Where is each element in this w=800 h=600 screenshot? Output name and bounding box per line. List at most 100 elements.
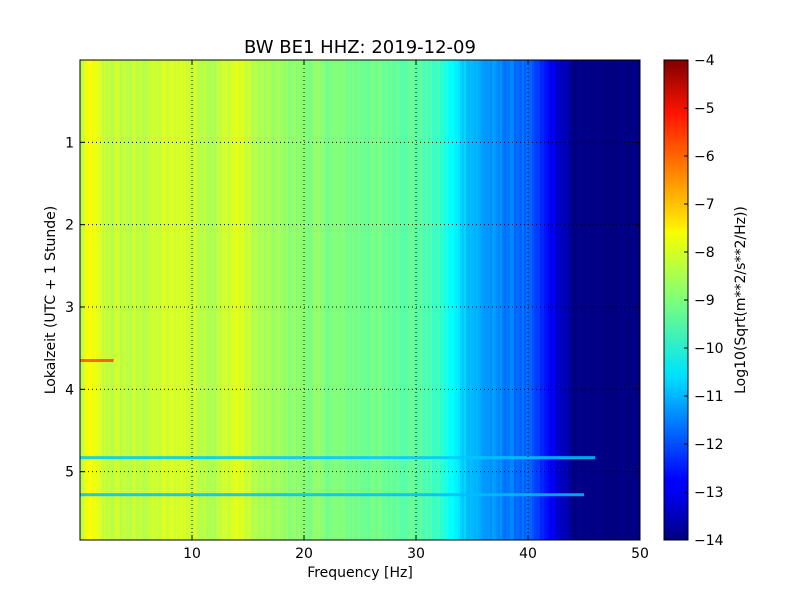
heatmap-column (344, 60, 347, 540)
heatmap-column (546, 60, 549, 540)
heatmap-column (528, 60, 531, 540)
heatmap-column (252, 60, 255, 540)
heatmap-column (408, 60, 411, 540)
heatmap-column (622, 60, 625, 540)
heatmap-column (448, 60, 451, 540)
heatmap-column (272, 60, 275, 540)
heatmap-column (418, 60, 421, 540)
heatmap-column (292, 60, 295, 540)
heatmap-column (176, 60, 179, 540)
heatmap-column (208, 60, 211, 540)
heatmap-column (402, 60, 405, 540)
heatmap-column (450, 60, 453, 540)
heatmap-column (222, 60, 225, 540)
heatmap-column (634, 60, 637, 540)
heatmap-column (544, 60, 547, 540)
heatmap-column (90, 60, 93, 540)
heatmap-column (598, 60, 601, 540)
heatmap-column (618, 60, 621, 540)
colorbar-tick-label: −6 (694, 149, 715, 165)
heatmap-column (86, 60, 89, 540)
heatmap-column (220, 60, 223, 540)
heatmap-column (424, 60, 427, 540)
heatmap-column (508, 60, 511, 540)
heatmap-column (156, 60, 159, 540)
heatmap-column (438, 60, 441, 540)
x-axis-ticks: 10 20 30 40 50 (183, 60, 649, 562)
heatmap-column (550, 60, 553, 540)
heatmap-column (510, 60, 513, 540)
heatmap-column (80, 60, 83, 540)
heatmap-column (592, 60, 595, 540)
heatmap-column (322, 60, 325, 540)
y-tick-label: 1 (65, 135, 74, 151)
heatmap-column (294, 60, 297, 540)
heatmap-event-line (80, 456, 596, 460)
heatmap-column (600, 60, 603, 540)
heatmap-column (468, 60, 471, 540)
heatmap-column (404, 60, 407, 540)
heatmap-column (330, 60, 333, 540)
heatmap-column (172, 60, 175, 540)
heatmap-column (584, 60, 587, 540)
heatmap-column (336, 60, 339, 540)
heatmap-column (378, 60, 381, 540)
heatmap-column (606, 60, 609, 540)
heatmap-column (288, 60, 291, 540)
heatmap-column (192, 60, 195, 540)
heatmap-column (506, 60, 509, 540)
colorbar-tick-label: −4 (694, 53, 715, 69)
heatmap-column (596, 60, 599, 540)
heatmap-column (620, 60, 623, 540)
heatmap-column (396, 60, 399, 540)
heatmap-column (188, 60, 191, 540)
heatmap-column (478, 60, 481, 540)
heatmap-column (218, 60, 221, 540)
heatmap-column (262, 60, 265, 540)
heatmap-column (302, 60, 305, 540)
colorbar-tick-label: −9 (694, 293, 715, 309)
heatmap-column (454, 60, 457, 540)
heatmap-column (554, 60, 557, 540)
heatmap-column (460, 60, 463, 540)
colorbar-tick-label: −14 (694, 533, 724, 549)
x-tick-label: 30 (407, 546, 425, 562)
heatmap-column (518, 60, 521, 540)
heatmap-column (590, 60, 593, 540)
heatmap-column (332, 60, 335, 540)
heatmap-column (462, 60, 465, 540)
heatmap-column (382, 60, 385, 540)
heatmap-column (214, 60, 217, 540)
heatmap-column (136, 60, 139, 540)
heatmap-column (120, 60, 123, 540)
heatmap-column (380, 60, 383, 540)
heatmap-column (126, 60, 129, 540)
heatmap-column (244, 60, 247, 540)
colorbar-ticks: −4 −5 −6 −7 −8 −9 −10 −11 −12 −13 −14 (684, 53, 724, 549)
heatmap-column (532, 60, 535, 540)
heatmap-column (614, 60, 617, 540)
heatmap-column (464, 60, 467, 540)
heatmap-column (442, 60, 445, 540)
heatmap-column (324, 60, 327, 540)
heatmap-column (440, 60, 443, 540)
heatmap-column (386, 60, 389, 540)
heatmap-column (398, 60, 401, 540)
heatmap-column (194, 60, 197, 540)
heatmap-column (376, 60, 379, 540)
heatmap-column (234, 60, 237, 540)
heatmap-column (88, 60, 91, 540)
heatmap-column (474, 60, 477, 540)
heatmap-column (232, 60, 235, 540)
heatmap-column (190, 60, 193, 540)
x-tick-label: 20 (295, 546, 313, 562)
heatmap-column (552, 60, 555, 540)
heatmap-column (636, 60, 639, 540)
x-tick-label: 10 (183, 546, 201, 562)
heatmap-column (144, 60, 147, 540)
heatmap-column (334, 60, 337, 540)
heatmap-column (130, 60, 133, 540)
heatmap-column (482, 60, 485, 540)
heatmap-column (178, 60, 181, 540)
heatmap-column (458, 60, 461, 540)
